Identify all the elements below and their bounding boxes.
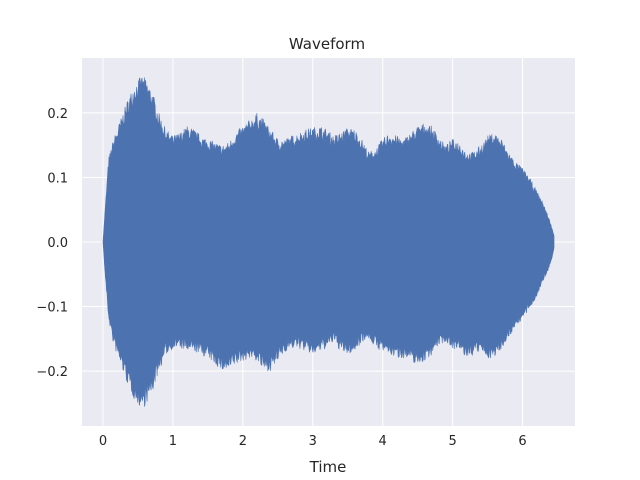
x-tick-label: 1 (169, 434, 177, 449)
x-tick-label: 5 (448, 434, 456, 449)
y-tick-label: −0.2 (36, 365, 68, 380)
y-tick-label: −0.1 (36, 301, 68, 316)
chart-title: Waveform (289, 35, 365, 53)
waveform-envelope (102, 77, 555, 407)
x-tick-label: 4 (379, 434, 387, 449)
x-tick-label: 0 (99, 434, 107, 449)
y-tick-label: 0.1 (47, 171, 68, 186)
y-axis-ticks: −0.2 −0.1 0.0 0.1 0.2 (36, 107, 68, 380)
x-axis-label: Time (309, 458, 347, 476)
x-tick-label: 2 (239, 434, 247, 449)
x-tick-label: 3 (309, 434, 317, 449)
x-axis-ticks: 0 1 2 3 4 5 6 (99, 434, 527, 449)
x-tick-label: 6 (518, 434, 526, 449)
y-tick-label: 0.2 (47, 107, 68, 122)
y-tick-label: 0.0 (47, 236, 68, 251)
waveform-series (102, 77, 555, 407)
